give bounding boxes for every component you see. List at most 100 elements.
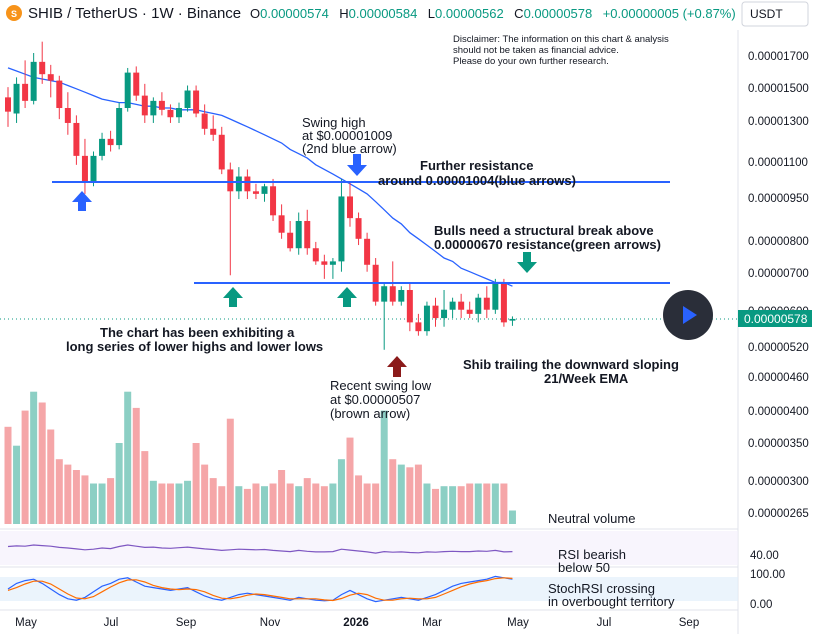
candle — [304, 209, 311, 255]
open-value: 0.00000574 — [260, 6, 329, 21]
rsi-line — [7, 544, 513, 554]
candle — [30, 53, 37, 105]
volume-bar — [286, 483, 294, 524]
bulls-break-note: Bulls need a structural break above 0.00… — [434, 223, 661, 252]
candle — [381, 282, 388, 350]
time-tick-label: Nov — [260, 617, 281, 629]
candle — [47, 64, 54, 98]
time-tick-label: 2026 — [343, 617, 369, 629]
candle — [295, 212, 302, 255]
volume-bar — [261, 486, 268, 524]
candle — [184, 85, 191, 112]
candle — [167, 104, 174, 123]
candle — [329, 258, 336, 279]
volume-bar — [508, 510, 516, 524]
volume-bar — [500, 483, 508, 524]
volume-bar — [235, 486, 243, 524]
candle — [141, 83, 148, 123]
candle — [107, 130, 114, 152]
volume-bar — [55, 459, 63, 524]
price-axis[interactable]: 0.00001700 0.00001500 0.00001300 0.00001100… — [748, 51, 809, 520]
play-button[interactable] — [663, 290, 713, 340]
blue-arrow-down-icon — [347, 154, 367, 176]
candle — [321, 254, 328, 279]
candle — [99, 132, 106, 161]
time-tick-label: May — [507, 617, 529, 629]
candle — [13, 77, 20, 123]
candle — [372, 258, 379, 306]
last-price-value: 0.00000578 — [744, 312, 808, 326]
candle — [227, 162, 234, 276]
candle — [5, 87, 11, 127]
lower-highs-note: The chart has been exhibiting a long ser… — [66, 325, 323, 354]
candle — [458, 293, 465, 319]
candle — [398, 286, 405, 306]
volume-bar — [115, 443, 123, 524]
volume-bar — [47, 429, 55, 524]
candle — [312, 241, 319, 265]
candle — [347, 181, 353, 227]
volume-bar — [483, 483, 491, 524]
volume-bar — [372, 483, 380, 524]
candle — [500, 278, 507, 327]
green-arrow-up-icon — [223, 287, 243, 307]
indicator-lines — [7, 544, 513, 603]
rsi-band — [0, 531, 738, 565]
volume-bar — [192, 443, 200, 524]
volume-bar — [389, 459, 397, 524]
candle — [406, 282, 413, 332]
open-label: O — [250, 6, 260, 21]
candle — [176, 102, 182, 123]
ema-trailing-note: Shib trailing the downward sloping 21/We… — [463, 357, 683, 386]
volume-bar — [243, 488, 251, 524]
candle — [193, 85, 200, 118]
last-price-badge: 0.00000578 — [738, 310, 812, 327]
volume-bar — [107, 478, 115, 524]
rsi-note: RSI bearish below 50 — [558, 547, 630, 575]
volume-bar — [72, 470, 80, 524]
time-axis[interactable]: May Jul Sep Nov 2026 Mar May Jul Sep — [15, 617, 699, 629]
candle — [116, 102, 123, 150]
brown-arrow-up-icon — [387, 356, 407, 377]
svg-text:S: S — [11, 9, 17, 19]
swing-low-note: Recent swing low at $0.00000507 (brown a… — [330, 378, 435, 421]
currency-button[interactable] — [741, 1, 809, 27]
stoch-k-line — [7, 575, 513, 603]
volume-bar — [397, 464, 405, 524]
volume-bar — [303, 478, 311, 524]
volume-bar — [278, 470, 286, 524]
volume-bar — [312, 483, 320, 524]
further-resistance-note: Further resistance around 0.00001004(blu… — [378, 158, 576, 188]
volume-bar — [201, 464, 209, 524]
ema21-line — [7, 67, 513, 287]
candle — [56, 75, 63, 120]
candle — [201, 104, 208, 135]
price-tick-label: 0.00001100 — [748, 157, 808, 169]
play-icon — [683, 306, 697, 324]
candle — [423, 301, 430, 336]
volume-bar — [363, 483, 371, 524]
volume-bar — [346, 437, 354, 524]
header: S SHIB / TetherUS · 1W · Binance O0.0000… — [6, 1, 809, 27]
stochrsi-note: StochRSI crossing in overbought territor… — [548, 581, 675, 609]
volume-bars — [4, 391, 516, 524]
volume-bar — [124, 391, 132, 524]
volume-bar — [414, 464, 422, 524]
high-value: 0.00000584 — [349, 6, 418, 21]
candle — [287, 220, 294, 252]
green-arrow-up-icon — [337, 287, 357, 307]
candle — [475, 293, 482, 323]
time-tick-label: Jul — [104, 617, 119, 629]
high-label: H — [339, 6, 348, 21]
disclaimer-note: Disclaimer: The information on this char… — [453, 34, 671, 67]
candle — [124, 67, 131, 112]
volume-bar — [90, 483, 97, 524]
price-tick-label: 0.00000950 — [748, 193, 809, 205]
candle — [158, 92, 165, 116]
low-label: L — [428, 6, 435, 21]
currency-label: USDT — [750, 7, 783, 21]
candle — [218, 126, 225, 175]
volume-bar — [440, 486, 448, 524]
volume-bar — [295, 486, 303, 524]
